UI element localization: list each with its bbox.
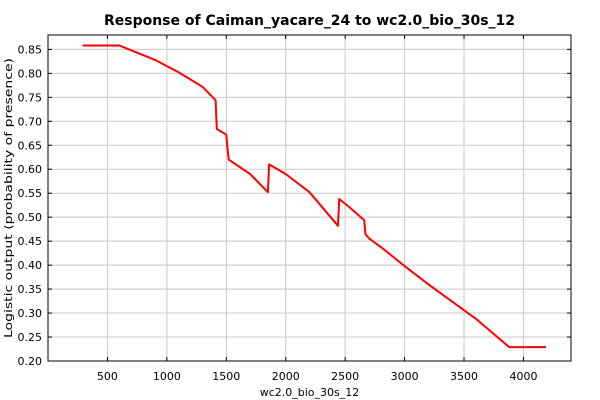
x-axis-label: wc2.0_bio_30s_12 xyxy=(260,386,360,399)
y-tick-label: 0.45 xyxy=(18,235,43,248)
y-axis: 0.20 0.25 0.30 0.35 0.40 0.45 0.50 0.55 0.60 0.65… xyxy=(18,43,571,368)
y-tick-label: 0.30 xyxy=(18,307,43,320)
y-tick-label: 0.65 xyxy=(18,139,43,152)
y-tick-label: 0.25 xyxy=(18,331,43,344)
x-tick-label: 4000 xyxy=(509,370,537,383)
y-tick-label: 0.55 xyxy=(18,187,43,200)
x-axis: 500 1000 1500 2000 2500 3000 3500 4000 xyxy=(97,35,537,383)
y-tick-label: 0.35 xyxy=(18,283,43,296)
plot-area-frame xyxy=(47,34,572,362)
x-tick-label: 2500 xyxy=(331,370,359,383)
y-tick-label: 0.60 xyxy=(18,163,43,176)
x-tick-label: 2000 xyxy=(272,370,300,383)
y-tick-label: 0.80 xyxy=(18,67,43,80)
chart-title: Response of Caiman_yacare_24 to wc2.0_bi… xyxy=(104,13,515,29)
y-tick-label: 0.40 xyxy=(18,259,43,272)
x-tick-label: 500 xyxy=(97,370,118,383)
response-curve-line xyxy=(82,44,546,349)
x-tick-label: 1000 xyxy=(153,370,181,383)
x-tick-label: 3500 xyxy=(450,370,478,383)
grid-lines xyxy=(48,35,571,362)
x-tick-label: 3000 xyxy=(391,370,419,383)
y-tick-label: 0.70 xyxy=(18,115,43,128)
y-tick-label: 0.20 xyxy=(18,355,43,368)
y-axis-label: Logistic output (probability of presence… xyxy=(2,58,15,338)
y-tick-label: 0.50 xyxy=(18,211,43,224)
x-tick-label: 1500 xyxy=(212,370,240,383)
y-tick-label: 0.85 xyxy=(18,43,43,56)
y-tick-label: 0.75 xyxy=(18,91,43,104)
